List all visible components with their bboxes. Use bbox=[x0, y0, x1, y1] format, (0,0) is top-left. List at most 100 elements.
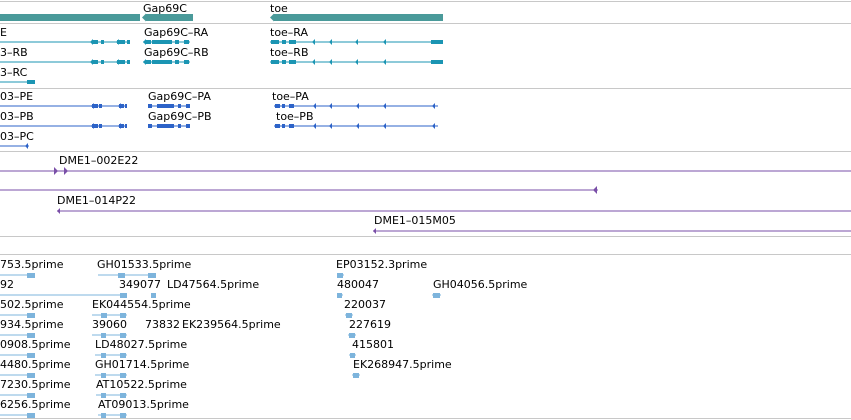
transcript-exon[interactable] bbox=[101, 60, 104, 64]
clone-label[interactable]: DME1–002E22 bbox=[59, 154, 139, 167]
est-block[interactable] bbox=[337, 273, 343, 278]
gene-bar-toe[interactable] bbox=[274, 14, 443, 21]
protein-label[interactable]: toe–PB bbox=[276, 110, 314, 123]
transcript-exon[interactable] bbox=[117, 60, 125, 64]
gene-label-toe[interactable]: toe bbox=[270, 2, 288, 15]
transcript-strand-arrow[interactable] bbox=[90, 59, 93, 65]
est-block[interactable] bbox=[27, 273, 35, 278]
protein-strand-arrow[interactable] bbox=[356, 123, 359, 129]
est-block[interactable] bbox=[101, 393, 106, 398]
transcript-strand-arrow[interactable] bbox=[355, 39, 358, 45]
protein-segment[interactable] bbox=[99, 104, 102, 108]
transcript-exon[interactable] bbox=[175, 40, 179, 44]
protein-segment[interactable] bbox=[125, 104, 127, 108]
protein-segment[interactable] bbox=[186, 104, 190, 108]
est-label[interactable]: 753.5prime bbox=[0, 258, 64, 271]
transcript-exon[interactable] bbox=[271, 40, 279, 44]
protein-segment[interactable] bbox=[275, 124, 280, 128]
transcript-exon[interactable] bbox=[282, 40, 286, 44]
est-block[interactable] bbox=[148, 273, 156, 278]
est-label[interactable]: 92 bbox=[0, 278, 14, 291]
protein-label[interactable]: 03–PC bbox=[0, 130, 34, 143]
transcript-exon[interactable] bbox=[127, 40, 130, 44]
protein-segment[interactable] bbox=[119, 124, 124, 128]
transcript-label[interactable]: 3–RB bbox=[0, 46, 28, 59]
est-block[interactable] bbox=[27, 313, 35, 318]
est-label[interactable]: 39060 bbox=[92, 318, 127, 331]
protein-segment[interactable] bbox=[289, 124, 294, 128]
est-label[interactable]: 227619 bbox=[349, 318, 391, 331]
protein-strand-arrow[interactable] bbox=[329, 103, 332, 109]
est-label[interactable]: LD48027.5prime bbox=[95, 338, 188, 351]
transcript-strand-arrow[interactable] bbox=[312, 39, 315, 45]
transcript-strand-arrow[interactable] bbox=[116, 39, 119, 45]
protein-label[interactable]: toe–PA bbox=[272, 90, 309, 103]
transcript-label[interactable]: Gap69C–RA bbox=[144, 26, 209, 39]
protein-segment[interactable] bbox=[92, 104, 98, 108]
transcript-strand-arrow[interactable] bbox=[143, 39, 146, 45]
protein-segment[interactable] bbox=[282, 104, 285, 108]
protein-strand-arrow[interactable] bbox=[313, 103, 316, 109]
est-label[interactable]: 480047 bbox=[337, 278, 379, 291]
transcript-strand-arrow[interactable] bbox=[383, 39, 386, 45]
est-block[interactable] bbox=[349, 333, 355, 338]
transcript-strand-arrow[interactable] bbox=[116, 59, 119, 65]
protein-segment[interactable] bbox=[282, 124, 285, 128]
est-block[interactable] bbox=[120, 353, 126, 358]
protein-segment[interactable] bbox=[178, 104, 181, 108]
gene-label-gap69c[interactable]: Gap69C bbox=[143, 2, 187, 15]
est-label[interactable]: AT09013.5prime bbox=[98, 398, 189, 411]
protein-label[interactable]: 03–PE bbox=[0, 90, 34, 103]
est-label[interactable]: GH01714.5prime bbox=[95, 358, 190, 371]
transcript-strand-arrow[interactable] bbox=[329, 39, 332, 45]
protein-strand-arrow[interactable] bbox=[118, 123, 121, 129]
protein-label[interactable]: Gap69C–PA bbox=[148, 90, 211, 103]
est-block[interactable] bbox=[27, 413, 35, 418]
est-block[interactable] bbox=[120, 373, 126, 378]
est-label[interactable]: EK044554.5prime bbox=[92, 298, 191, 311]
protein-segment[interactable] bbox=[148, 124, 152, 128]
transcript-strand-arrow[interactable] bbox=[90, 39, 93, 45]
transcript-exon[interactable] bbox=[145, 40, 151, 44]
gene-bar[interactable] bbox=[270, 13, 274, 22]
est-block[interactable] bbox=[27, 373, 35, 378]
est-block[interactable] bbox=[120, 293, 127, 298]
transcript-exon[interactable] bbox=[127, 60, 130, 64]
transcript-exon[interactable] bbox=[152, 60, 172, 64]
transcript-exon[interactable] bbox=[271, 60, 279, 64]
est-block[interactable] bbox=[27, 353, 35, 358]
gene-bar[interactable] bbox=[0, 14, 140, 21]
transcript-exon[interactable] bbox=[152, 40, 172, 44]
protein-strand-arrow[interactable] bbox=[383, 103, 386, 109]
est-block[interactable] bbox=[337, 293, 342, 298]
est-block[interactable] bbox=[27, 393, 35, 398]
transcript-strand-arrow[interactable] bbox=[312, 59, 315, 65]
protein-strand-arrow[interactable] bbox=[91, 103, 94, 109]
est-block[interactable] bbox=[433, 293, 440, 298]
transcript-exon[interactable] bbox=[184, 40, 189, 44]
est-label[interactable]: 415801 bbox=[352, 338, 394, 351]
protein-strand-arrow[interactable] bbox=[25, 143, 28, 149]
transcript-label[interactable]: toe–RB bbox=[270, 46, 309, 59]
est-block[interactable] bbox=[120, 413, 126, 418]
est-block[interactable] bbox=[101, 373, 106, 378]
protein-segment[interactable] bbox=[157, 124, 174, 128]
protein-strand-arrow[interactable] bbox=[432, 123, 435, 129]
est-block[interactable] bbox=[346, 313, 352, 318]
protein-strand-arrow[interactable] bbox=[356, 103, 359, 109]
est-block[interactable] bbox=[118, 273, 125, 278]
protein-strand-arrow[interactable] bbox=[329, 123, 332, 129]
est-block[interactable] bbox=[101, 353, 106, 358]
est-block[interactable] bbox=[101, 333, 106, 338]
transcript-exon[interactable] bbox=[431, 60, 443, 64]
transcript-label[interactable]: toe–RA bbox=[270, 26, 309, 39]
est-block[interactable] bbox=[353, 373, 359, 378]
transcript-exon[interactable] bbox=[117, 40, 125, 44]
est-label[interactable]: GH04056.5prime bbox=[433, 278, 528, 291]
clone-end-marker[interactable] bbox=[54, 167, 58, 175]
est-label[interactable]: 934.5prime bbox=[0, 318, 64, 331]
protein-segment[interactable] bbox=[178, 124, 181, 128]
transcript-exon[interactable] bbox=[175, 60, 179, 64]
transcript-exon[interactable] bbox=[92, 60, 98, 64]
protein-strand-arrow[interactable] bbox=[118, 103, 121, 109]
